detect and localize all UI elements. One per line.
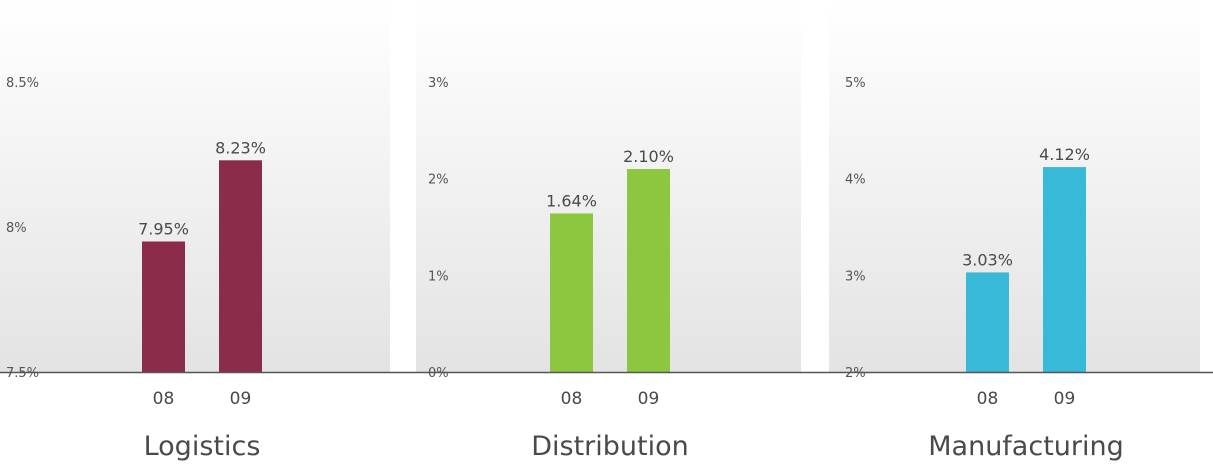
y-tick-label-manufacturing: 3%	[845, 269, 866, 284]
data-label-manufacturing-09: 4.12%	[1039, 145, 1090, 164]
x-tick-label-distribution-09: 09	[638, 389, 660, 409]
bar-logistics-09	[219, 160, 262, 372]
bar-distribution-09	[627, 169, 670, 372]
chart-panel-manufacturing	[829, 0, 1200, 372]
y-tick-label-distribution: 2%	[428, 173, 449, 188]
chart-title-manufacturing: Manufacturing	[928, 431, 1124, 462]
y-tick-label-manufacturing: 5%	[845, 76, 866, 91]
data-label-logistics-09: 8.23%	[215, 138, 266, 157]
data-label-distribution-08: 1.64%	[546, 191, 597, 210]
chart-panel-logistics	[0, 0, 390, 372]
data-label-manufacturing-08: 3.03%	[962, 250, 1013, 269]
y-tick-label-logistics: 8.5%	[6, 76, 39, 91]
y-tick-label-logistics: 8%	[6, 221, 27, 236]
bar-distribution-08	[550, 213, 593, 372]
chart-title-logistics: Logistics	[144, 431, 261, 462]
data-label-logistics-08: 7.95%	[138, 220, 189, 239]
y-tick-label-manufacturing: 4%	[845, 173, 866, 188]
x-tick-label-logistics-09: 09	[230, 389, 252, 409]
bar-manufacturing-08	[966, 272, 1009, 372]
y-tick-label-logistics: 7.5%	[6, 366, 39, 381]
x-tick-label-logistics-08: 08	[153, 389, 175, 409]
x-tick-label-manufacturing-08: 08	[977, 389, 999, 409]
bar-manufacturing-09	[1043, 167, 1086, 372]
y-tick-label-distribution: 3%	[428, 76, 449, 91]
bar-logistics-08	[142, 241, 185, 372]
data-label-distribution-09: 2.10%	[623, 147, 674, 166]
x-tick-label-distribution-08: 08	[561, 389, 583, 409]
x-tick-label-manufacturing-09: 09	[1054, 389, 1076, 409]
y-tick-label-manufacturing: 2%	[845, 366, 866, 381]
y-tick-label-distribution: 1%	[428, 269, 449, 284]
chart-title-distribution: Distribution	[531, 431, 689, 462]
y-tick-label-distribution: 0%	[428, 366, 449, 381]
chart-panel-distribution	[416, 0, 801, 372]
